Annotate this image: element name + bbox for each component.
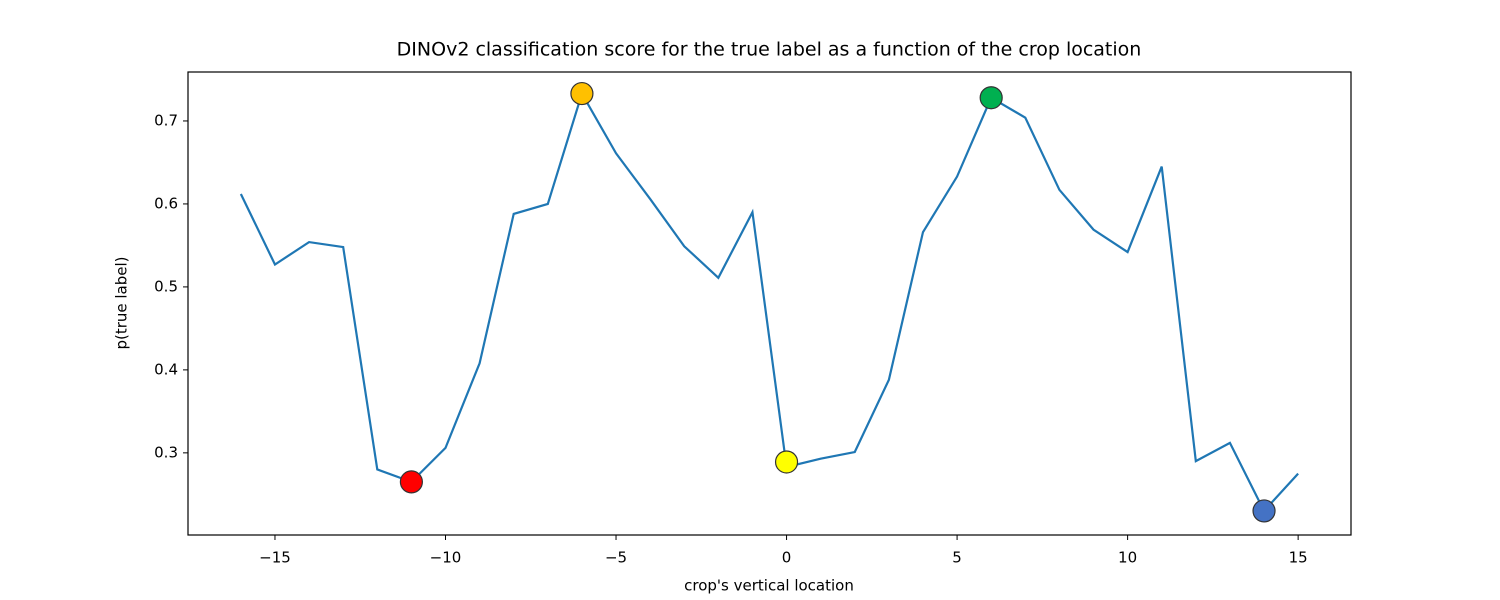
x-axis-label: crop's vertical location [684,577,854,595]
chart-title: DINOv2 classification score for the true… [397,39,1142,61]
highlight-marker [1252,499,1276,523]
x-tick-label: −10 [430,549,462,567]
y-axis-label: p(true label) [113,256,131,349]
highlight-marker [979,86,1003,110]
x-tick-label: −5 [605,549,627,567]
plot-frame [187,71,1352,536]
y-tick-label: 0.5 [154,277,178,295]
x-tick-label: −15 [259,549,291,567]
highlight-marker [570,81,594,106]
y-tick-label: 0.7 [154,111,178,129]
y-tick-label: 0.3 [154,443,178,461]
highlight-marker [774,450,799,474]
highlight-marker [399,470,423,494]
x-tick-label: 15 [1289,549,1308,567]
x-tick-label: 10 [1118,549,1137,567]
x-tick-label: 5 [952,549,962,567]
line [239,90,1299,513]
y-tick-label: 0.4 [154,360,178,378]
y-tick-label: 0.6 [154,194,178,212]
x-tick-label: 0 [782,549,792,567]
